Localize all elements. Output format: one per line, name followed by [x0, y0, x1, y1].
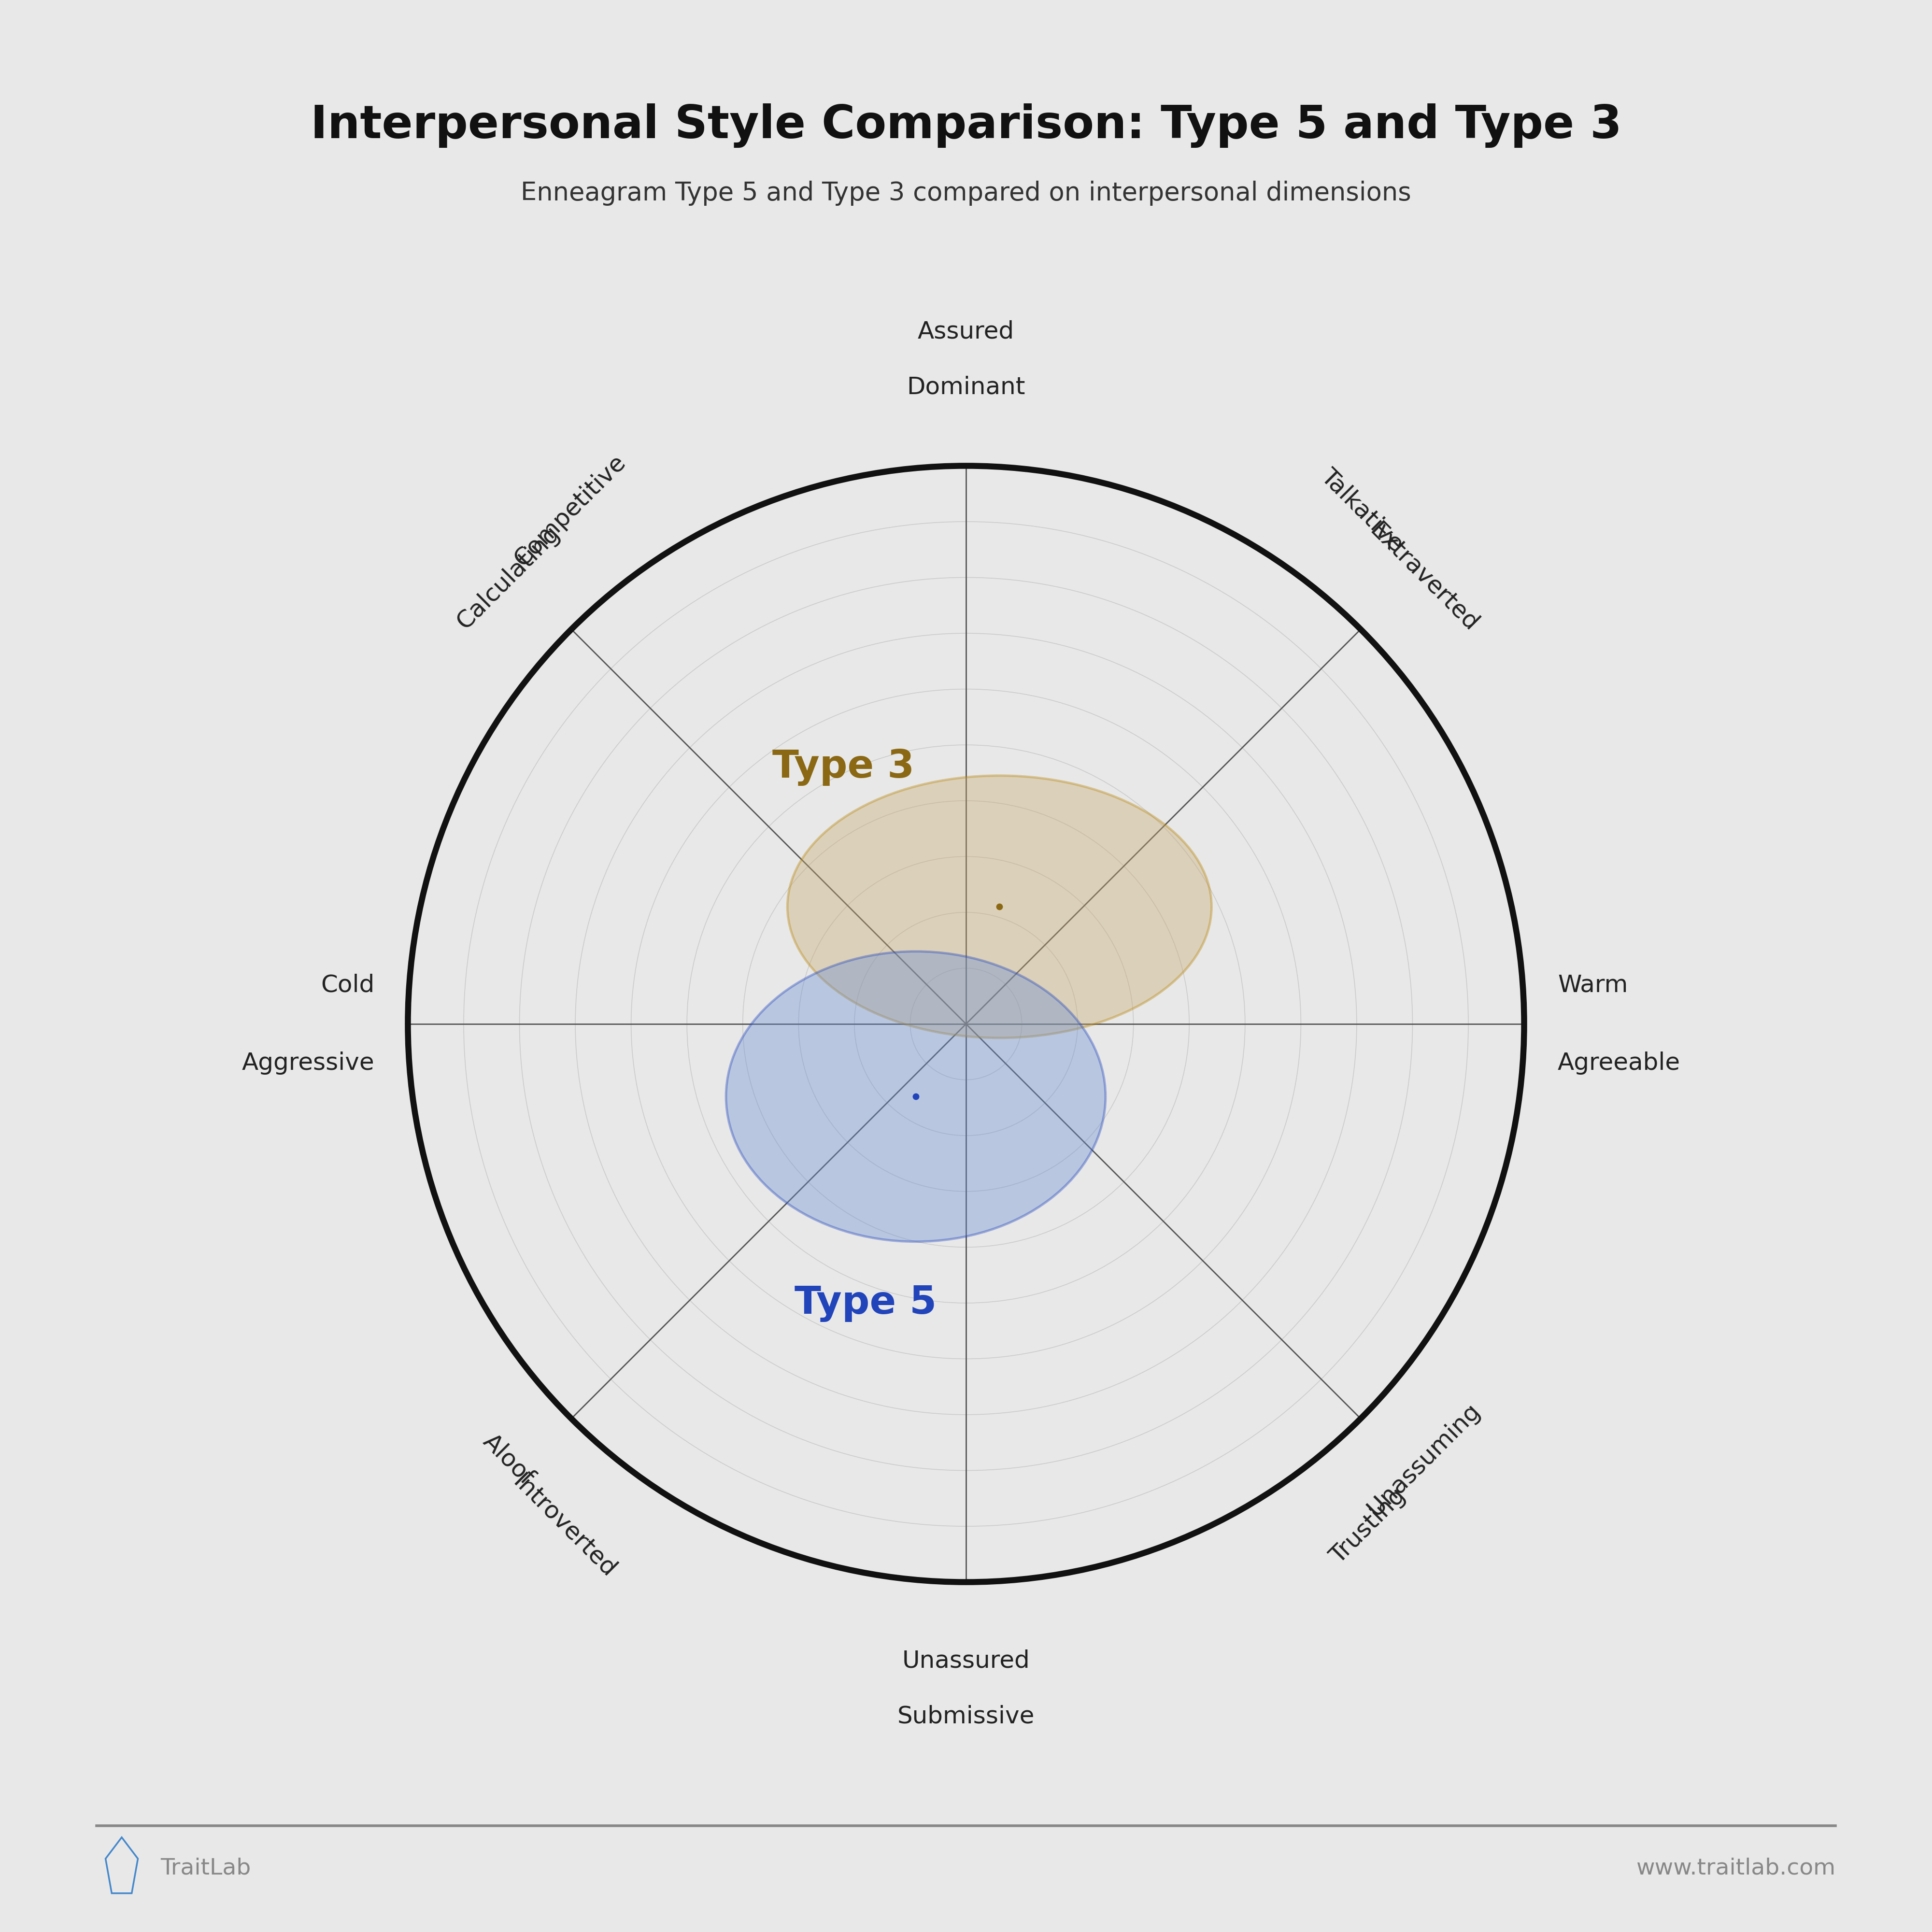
Text: Enneagram Type 5 and Type 3 compared on interpersonal dimensions: Enneagram Type 5 and Type 3 compared on …: [522, 182, 1410, 205]
Point: [900, 1082, 931, 1113]
Text: Talkative: Talkative: [1316, 466, 1408, 556]
Text: Unassuming: Unassuming: [1362, 1399, 1484, 1520]
Text: Submissive: Submissive: [896, 1704, 1036, 1727]
Text: Extraverted: Extraverted: [1366, 520, 1482, 636]
Ellipse shape: [788, 775, 1211, 1037]
Point: [983, 891, 1014, 922]
Text: Cold: Cold: [321, 974, 375, 997]
Text: Warm: Warm: [1557, 974, 1629, 997]
Text: Trusting: Trusting: [1325, 1484, 1410, 1569]
Text: Aggressive: Aggressive: [242, 1051, 375, 1074]
Text: Assured: Assured: [918, 321, 1014, 344]
Text: Agreeable: Agreeable: [1557, 1051, 1681, 1074]
Text: Aloof: Aloof: [479, 1430, 539, 1490]
Text: Competitive: Competitive: [510, 450, 630, 570]
Ellipse shape: [726, 951, 1105, 1242]
Text: Interpersonal Style Comparison: Type 5 and Type 3: Interpersonal Style Comparison: Type 5 a…: [311, 102, 1621, 149]
Text: TraitLab: TraitLab: [160, 1857, 251, 1880]
Text: Type 3: Type 3: [773, 748, 914, 786]
Text: Dominant: Dominant: [906, 375, 1026, 398]
Text: Calculating: Calculating: [452, 522, 564, 634]
Text: Unassured: Unassured: [902, 1650, 1030, 1673]
Text: www.traitlab.com: www.traitlab.com: [1636, 1857, 1835, 1880]
Text: Type 5: Type 5: [794, 1285, 937, 1321]
Text: Introverted: Introverted: [508, 1470, 620, 1582]
